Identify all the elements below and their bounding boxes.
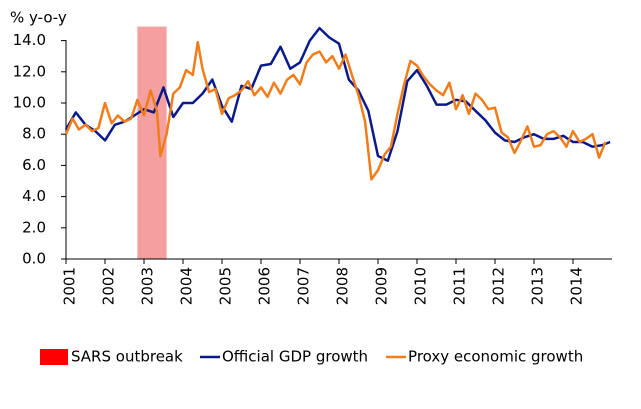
y-tick-label: 2.0 <box>22 218 46 236</box>
legend-label: Proxy economic growth <box>408 348 583 366</box>
x-tick-label: 2008 <box>334 267 352 305</box>
legend-swatch <box>40 349 68 365</box>
y-axis-label: % y-o-y <box>10 9 67 27</box>
y-tick-label: 14.0 <box>13 31 46 49</box>
legend-label: SARS outbreak <box>71 348 183 366</box>
x-tick-label: 2012 <box>490 267 508 305</box>
x-tick-label: 2011 <box>451 267 469 305</box>
series-line <box>64 40 607 181</box>
x-tick-label: 2005 <box>217 267 235 305</box>
y-tick-label: 0.0 <box>22 250 46 268</box>
x-tick-label: 2004 <box>178 267 196 305</box>
legend-label: Official GDP growth <box>222 348 368 366</box>
y-tick-label: 12.0 <box>13 62 46 80</box>
x-tick-label: 2009 <box>373 267 391 305</box>
x-tick-label: 2014 <box>568 267 586 305</box>
y-tick-label: 6.0 <box>22 156 46 174</box>
y-tick-label: 4.0 <box>22 187 46 205</box>
y-tick-label: 10.0 <box>13 94 46 112</box>
x-tick-label: 2001 <box>61 267 79 305</box>
x-tick-label: 2010 <box>412 267 430 305</box>
x-tick-label: 2006 <box>256 267 274 305</box>
y-tick-label: 8.0 <box>22 125 46 143</box>
sars-band <box>137 26 167 259</box>
x-tick-label: 2007 <box>295 267 313 305</box>
x-tick-label: 2013 <box>529 267 547 305</box>
x-tick-label: 2002 <box>100 267 118 305</box>
x-tick-label: 2003 <box>139 267 157 305</box>
